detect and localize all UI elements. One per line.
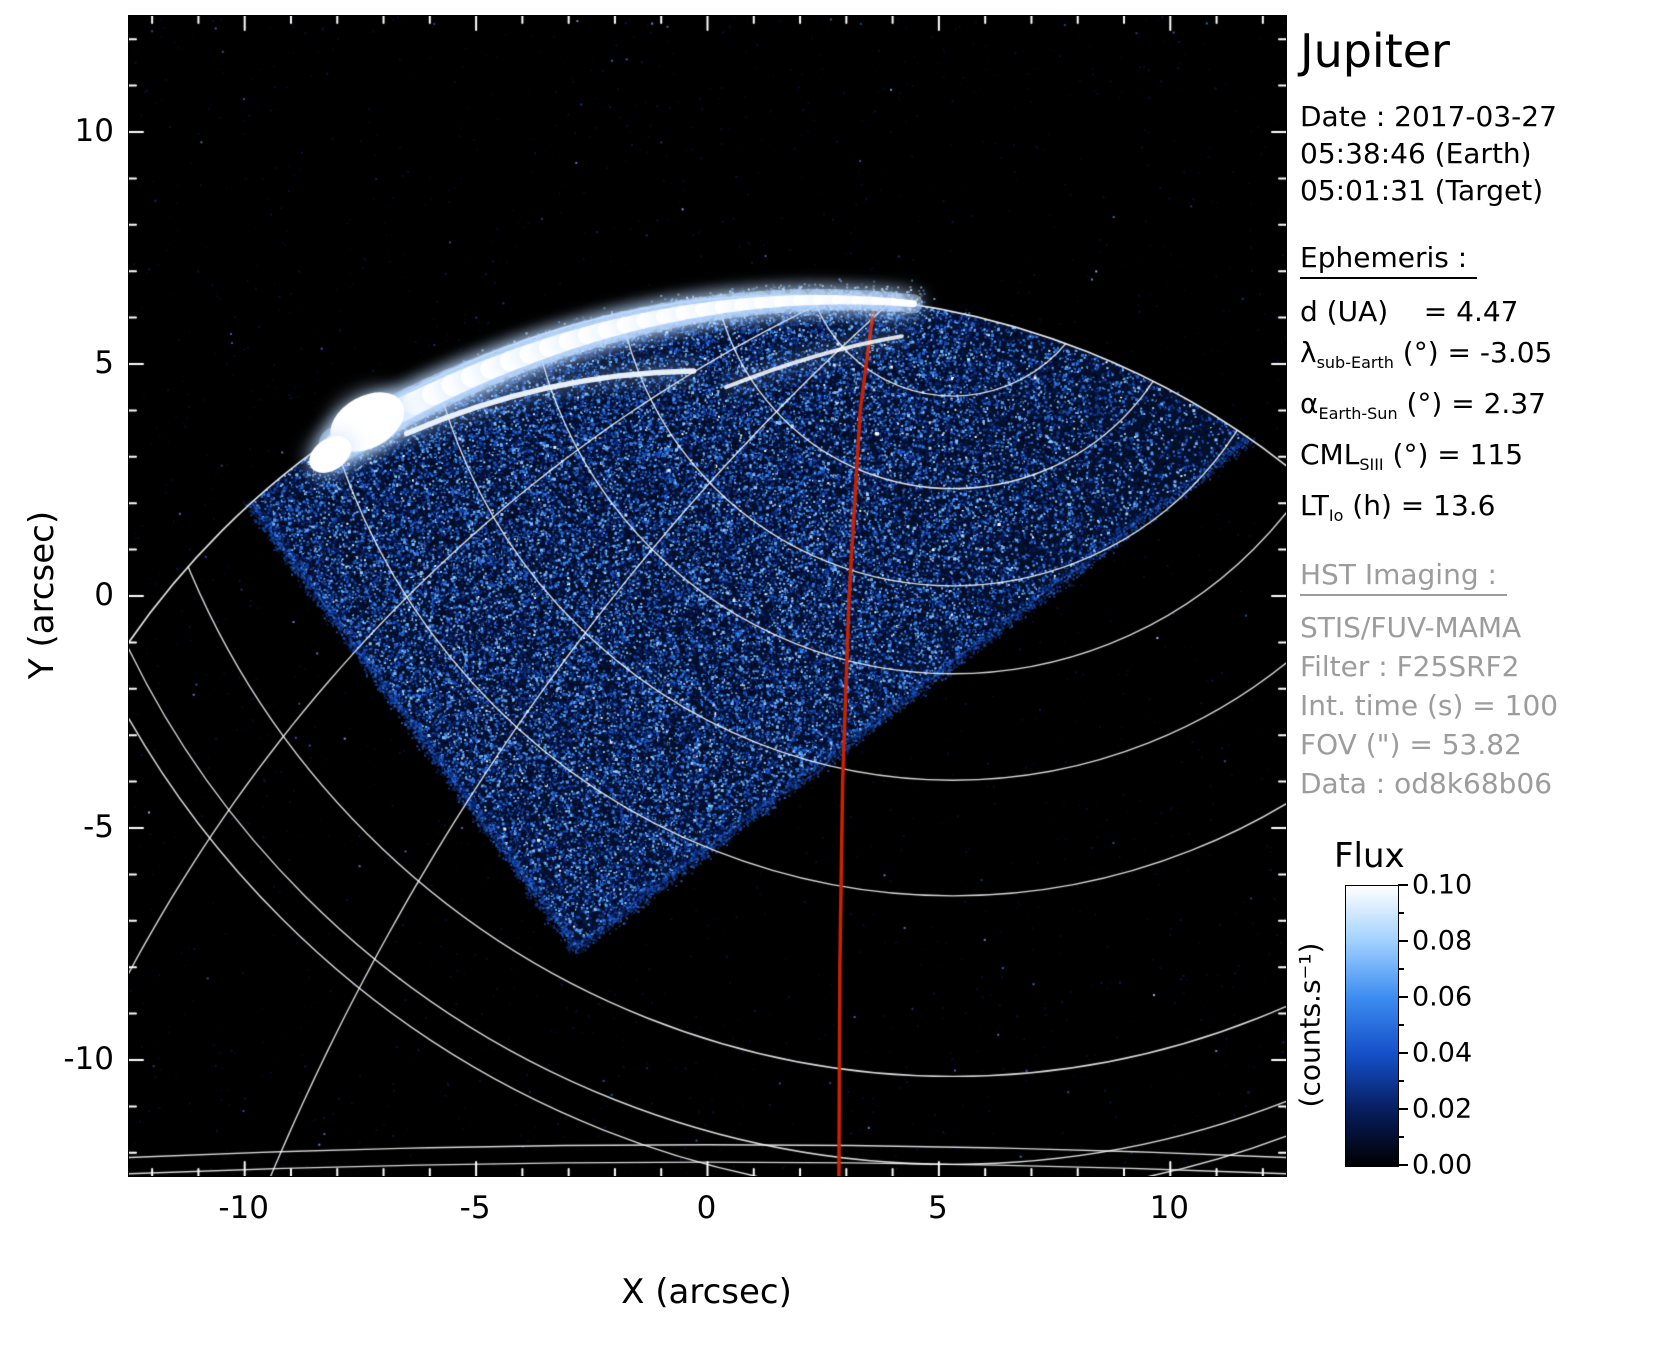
info-panel: Jupiter Date : 2017-03-27 05:38:46 (Eart… (1300, 22, 1676, 803)
x-tick-label: 0 (696, 1190, 717, 1226)
date-label: Date : 2017-03-27 (1300, 100, 1557, 133)
hst-imaging-row: Data : od8k68b06 (1300, 767, 1553, 800)
ephemeris-list: d (UA) = 4.47 λsub-Earth (°) = -3.05 αEart… (1300, 291, 1676, 536)
colorbar-tick-label: 0.04 (1412, 1037, 1473, 1069)
ephemeris-text: CML (1300, 438, 1360, 471)
colorbar-tick-mark (1398, 996, 1408, 998)
ephemeris-subscript: SIII (1359, 455, 1384, 474)
x-tick-label: 10 (1149, 1190, 1190, 1226)
ephemeris-heading: Ephemeris : (1300, 241, 1676, 279)
colorbar-title: Flux (1334, 836, 1405, 876)
colorbar-tick-label: 0.08 (1412, 925, 1473, 957)
colorbar-tick-mark (1398, 884, 1408, 886)
time-target-label: 05:01:31 (Target) (1300, 174, 1544, 207)
y-tick-label: 5 (94, 345, 114, 381)
x-tick-label: -10 (218, 1190, 270, 1226)
ephemeris-row: αEarth-Sun (°) = 2.37 (1300, 383, 1676, 434)
y-tick-label: -5 (83, 809, 114, 845)
ephemeris-row: d (UA) = 4.47 (1300, 291, 1676, 332)
colorbar-minor-tick-mark (1398, 912, 1404, 914)
ephemeris-text: (h) = 13.6 (1343, 489, 1496, 522)
colorbar-tick-mark (1398, 1052, 1408, 1054)
colorbar-gradient (1345, 885, 1399, 1167)
ephemeris-row: LTIo (h) = 13.6 (1300, 485, 1676, 536)
hst-imaging-list: STIS/FUV-MAMA Filter : F25SRF2 Int. time (… (1300, 608, 1676, 803)
ephemeris-subscript: sub-Earth (1316, 353, 1394, 372)
colorbar-tick-label: 0.10 (1412, 869, 1473, 901)
x-tick-label: -5 (459, 1190, 491, 1226)
hst-imaging-heading: HST Imaging : (1300, 558, 1676, 596)
colorbar-minor-tick-mark (1398, 1080, 1404, 1082)
colorbar-tick-mark (1398, 1164, 1408, 1166)
colorbar-tick-label: 0.06 (1412, 981, 1473, 1013)
y-tick-label: 10 (74, 113, 114, 149)
colorbar-tick-label: 0.02 (1412, 1093, 1473, 1125)
ephemeris-subscript: Earth-Sun (1318, 404, 1398, 423)
ephemeris-heading-text: Ephemeris : (1300, 241, 1478, 279)
hst-imaging-heading-text: HST Imaging : (1300, 558, 1507, 596)
ephemeris-text: LT (1300, 489, 1329, 522)
ephemeris-text: (°) = 2.37 (1397, 387, 1546, 420)
plot-area (128, 15, 1287, 1177)
colorbar-tick-mark (1398, 940, 1408, 942)
colorbar-unit-label: (counts.s⁻¹) (1293, 942, 1327, 1108)
colorbar-tick-mark (1398, 1108, 1408, 1110)
colorbar-minor-tick-mark (1398, 1136, 1404, 1138)
ephemeris-text: d (UA) (1300, 295, 1389, 328)
colorbar-minor-tick-mark (1398, 1024, 1404, 1026)
time-earth-label: 05:38:46 (Earth) (1300, 137, 1532, 170)
sky-image-canvas (129, 16, 1286, 1176)
ephemeris-text: λ (1300, 336, 1317, 369)
hst-imaging-row: FOV (") = 53.82 (1300, 728, 1522, 761)
target-title: Jupiter (1300, 24, 1450, 78)
x-tick-label: 5 (928, 1190, 948, 1226)
hst-imaging-row: STIS/FUV-MAMA (1300, 611, 1522, 644)
hst-imaging-row: Int. time (s) = 100 (1300, 689, 1559, 722)
y-tick-label: -10 (63, 1041, 114, 1077)
ephemeris-row: λsub-Earth (°) = -3.05 (1300, 332, 1676, 383)
hst-imaging-row: Filter : F25SRF2 (1300, 650, 1520, 683)
ephemeris-text: = 4.47 (1388, 295, 1519, 328)
colorbar-minor-tick-mark (1398, 968, 1404, 970)
ephemeris-row: CMLSIII (°) = 115 (1300, 434, 1676, 485)
ephemeris-text: (°) = 115 (1383, 438, 1524, 471)
x-axis-title: X (arcsec) (621, 1272, 792, 1312)
ephemeris-subscript: Io (1328, 506, 1344, 525)
ephemeris-text: (°) = -3.05 (1393, 336, 1553, 369)
ephemeris-text: α (1300, 387, 1319, 420)
y-tick-label: 0 (94, 577, 114, 613)
colorbar-tick-label: 0.00 (1412, 1149, 1473, 1181)
